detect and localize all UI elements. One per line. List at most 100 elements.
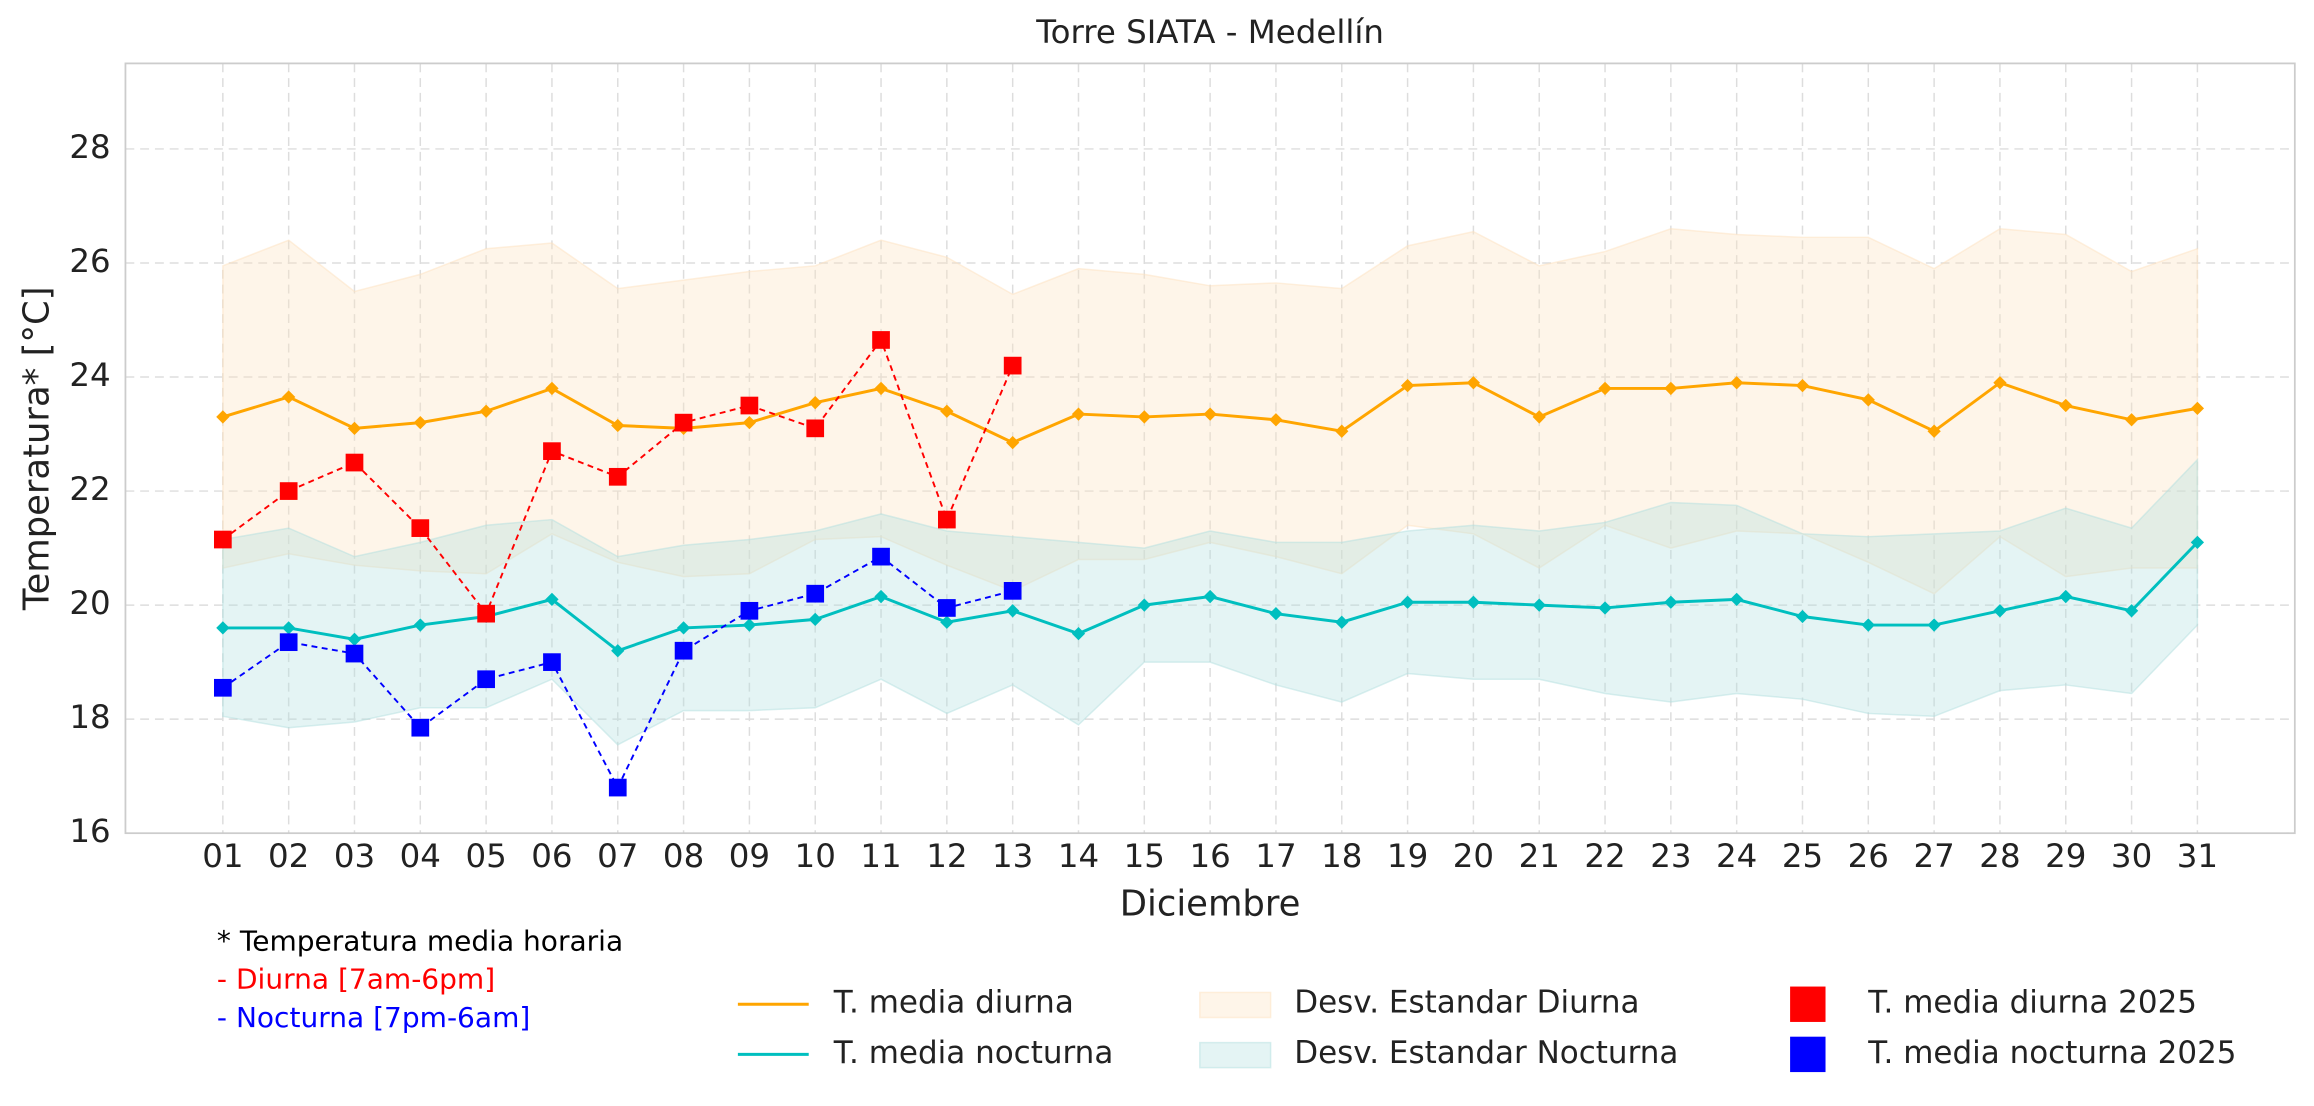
- note: * Temperatura media horaria: [217, 924, 623, 957]
- square-marker: [608, 778, 627, 797]
- diamond-marker: [874, 381, 888, 396]
- square-marker: [674, 413, 693, 432]
- x-tick-label: 16: [1189, 837, 1230, 875]
- x-tick-label: 22: [1584, 837, 1625, 875]
- square-marker: [740, 396, 759, 415]
- y-tick-label: 16: [69, 812, 110, 850]
- diamond-marker: [2059, 398, 2073, 413]
- note: - Diurna [7am-6pm]: [217, 963, 495, 996]
- x-tick-label: 27: [1913, 837, 1954, 875]
- square-marker: [1003, 356, 1022, 375]
- x-tick-label: 28: [1979, 837, 2020, 875]
- square-marker: [411, 718, 430, 737]
- square-marker: [279, 482, 298, 500]
- square-marker: [937, 599, 956, 617]
- y-tick-label: 22: [69, 470, 110, 508]
- diamond-marker: [742, 416, 757, 430]
- diamond-marker: [1664, 595, 1678, 609]
- square-marker: [872, 547, 890, 566]
- square-marker: [477, 604, 495, 623]
- diamond-marker: [874, 589, 888, 604]
- diamond-marker: [1861, 393, 1875, 407]
- diamond-marker: [413, 416, 427, 430]
- diamond-marker: [2059, 589, 2073, 604]
- legend-label: T. media diurna: [833, 985, 1074, 1021]
- diamond-marker: [216, 410, 230, 424]
- x-tick-label: 23: [1650, 837, 1691, 875]
- x-tick-label: 14: [1058, 837, 1099, 875]
- x-tick-label: 06: [531, 837, 572, 875]
- y-tick-label: 20: [69, 584, 110, 622]
- diamond-marker: [940, 404, 954, 418]
- square-marker: [345, 453, 364, 472]
- x-tick-label: 05: [465, 837, 506, 875]
- diamond-marker: [1664, 381, 1678, 396]
- square-marker: [543, 442, 561, 460]
- diamond-marker: [1203, 407, 1217, 421]
- x-tick-label: 20: [1453, 837, 1494, 875]
- diamond-marker: [1532, 598, 1546, 612]
- y-tick-label: 18: [69, 698, 110, 736]
- diamond-marker: [2124, 413, 2139, 427]
- x-tick-label: 29: [2045, 837, 2086, 875]
- diamond-marker: [1598, 381, 1612, 396]
- x-tick-label: 30: [2111, 837, 2152, 875]
- square-marker: [937, 510, 956, 529]
- x-axis-label: Diciembre: [1120, 883, 1301, 924]
- square-marker: [477, 670, 495, 689]
- diamond-marker: [1730, 376, 1744, 390]
- diamond-marker: [347, 421, 362, 435]
- x-tick-label: 09: [729, 837, 770, 875]
- square-marker: [806, 584, 825, 603]
- x-tick-label: 10: [795, 837, 836, 875]
- square-marker: [1003, 582, 1022, 600]
- x-tick-label: 07: [597, 837, 638, 875]
- x-tick-label: 03: [334, 837, 375, 875]
- diamond-marker: [808, 396, 822, 410]
- diamond-marker: [2190, 401, 2205, 416]
- y-tick-label: 28: [69, 128, 110, 166]
- x-tick-label: 19: [1387, 837, 1428, 875]
- diamond-marker: [1993, 376, 2007, 390]
- x-tick-label: 08: [663, 837, 704, 875]
- square-marker: [740, 601, 759, 620]
- diamond-marker: [479, 404, 493, 418]
- square-marker: [806, 419, 825, 438]
- diamond-marker: [545, 381, 559, 396]
- legend-label: T. media diurna 2025: [1867, 985, 2197, 1021]
- x-tick-label: 04: [400, 837, 441, 875]
- legend-label: T. media nocturna: [833, 1035, 1114, 1071]
- square-marker: [872, 331, 890, 349]
- y-tick-label: 26: [69, 242, 110, 280]
- diamond-marker: [347, 632, 362, 646]
- diamond-marker: [940, 615, 954, 629]
- legend-marker: [1790, 1036, 1826, 1073]
- diamond-marker: [2190, 535, 2205, 550]
- diamond-marker: [1466, 376, 1481, 390]
- x-tick-label: 31: [2177, 837, 2218, 875]
- diamond-marker: [1203, 589, 1217, 604]
- legend-label: Desv. Estandar Nocturna: [1294, 1035, 1678, 1071]
- y-axis-label: Temperatura* [°C]: [16, 286, 57, 611]
- square-marker: [674, 641, 693, 660]
- diamond-marker: [1993, 604, 2007, 618]
- diamond-marker: [1006, 435, 1020, 450]
- diamond-marker: [1927, 424, 1941, 438]
- diamond-marker: [611, 418, 625, 433]
- legend-patch: [1199, 991, 1272, 1019]
- square-marker: [608, 467, 627, 486]
- diamond-marker: [611, 644, 625, 658]
- x-tick-label: 24: [1716, 837, 1757, 875]
- square-marker: [213, 530, 232, 549]
- x-tick-label: 13: [992, 837, 1033, 875]
- square-marker: [213, 678, 232, 697]
- legend-label: T. media nocturna 2025: [1867, 1035, 2236, 1071]
- y-tick-label: 24: [69, 356, 110, 394]
- x-tick-label: 26: [1848, 837, 1889, 875]
- square-marker: [543, 653, 561, 671]
- diamond-marker: [808, 612, 822, 626]
- square-marker: [279, 633, 298, 652]
- x-tick-label: 18: [1321, 837, 1362, 875]
- diamond-marker: [1466, 595, 1481, 609]
